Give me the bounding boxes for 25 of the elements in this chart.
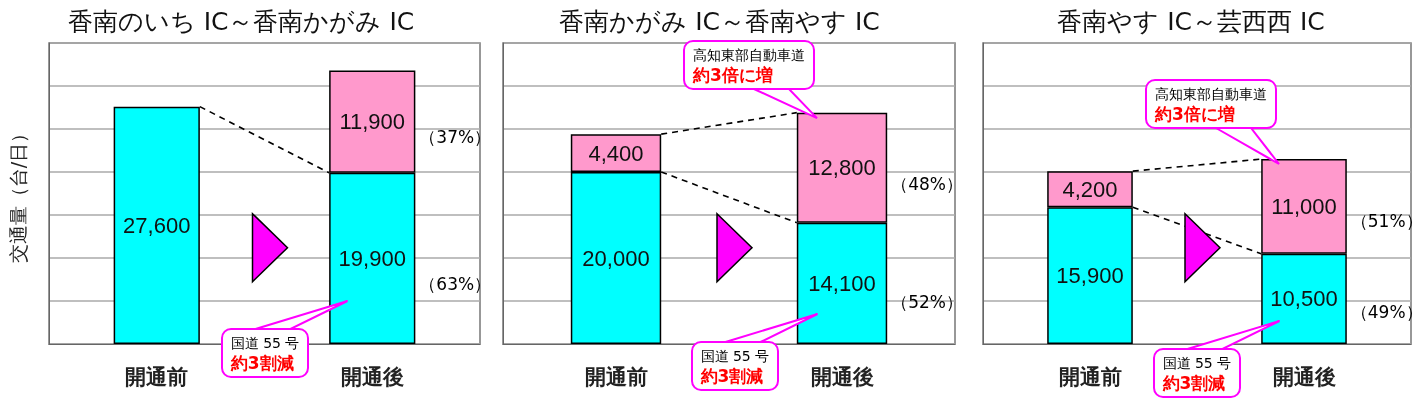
annotation: （37%） — [419, 125, 492, 149]
chart-title: 香南のいち IC～香南かがみ IC — [67, 7, 415, 36]
data-label: 15,900 — [1056, 263, 1124, 289]
chart-title: 香南かがみ IC～香南やす IC — [559, 7, 880, 36]
y-axis-title: 交通量（台/日） — [6, 123, 29, 264]
x-tick-label: 開通前 — [1058, 364, 1122, 389]
data-label: 12,800 — [808, 155, 876, 181]
data-label: 4,200 — [1062, 176, 1118, 202]
data-label: 14,100 — [808, 270, 876, 296]
data-label: 11,900 — [339, 109, 406, 135]
annotation: （51%） — [1350, 209, 1423, 233]
annotation: （63%） — [419, 272, 492, 296]
data-label: 20,000 — [582, 245, 650, 271]
annotation: 国道 55 号 — [230, 334, 300, 354]
data-label: 4,400 — [588, 140, 644, 166]
data-label: 27,600 — [123, 212, 191, 238]
chart-title: 香南やす IC～芸西西 IC — [1057, 7, 1325, 36]
data-label: 10,500 — [1270, 286, 1338, 312]
x-tick-label: 開通前 — [584, 364, 648, 389]
x-tick-label: 開通前 — [125, 364, 189, 389]
data-label: 11,000 — [1271, 193, 1337, 219]
annotation: （52%） — [891, 290, 963, 314]
data-label: 19,900 — [338, 245, 406, 271]
annotation: （48%） — [891, 172, 963, 196]
annotation: （49%） — [1350, 300, 1423, 324]
